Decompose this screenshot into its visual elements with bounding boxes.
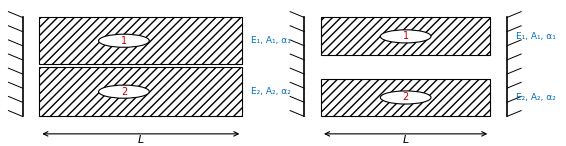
Text: 1: 1	[402, 31, 409, 41]
Text: E₁, A₁, α₁: E₁, A₁, α₁	[516, 32, 555, 41]
Text: E₂, A₂, α₂: E₂, A₂, α₂	[251, 87, 290, 96]
Text: E₂, A₂, α₂: E₂, A₂, α₂	[516, 93, 555, 102]
Text: 1: 1	[121, 36, 127, 46]
FancyBboxPatch shape	[321, 79, 490, 116]
Circle shape	[98, 85, 149, 98]
Circle shape	[98, 34, 149, 47]
Text: 2: 2	[402, 92, 409, 102]
Circle shape	[380, 30, 431, 43]
Text: L: L	[138, 135, 144, 145]
FancyBboxPatch shape	[40, 67, 242, 116]
Text: L: L	[402, 135, 409, 145]
Text: 2: 2	[121, 87, 127, 97]
Text: E₁, A₁, α₁: E₁, A₁, α₁	[251, 36, 290, 45]
FancyBboxPatch shape	[321, 18, 490, 55]
Circle shape	[380, 91, 431, 104]
FancyBboxPatch shape	[40, 18, 242, 64]
